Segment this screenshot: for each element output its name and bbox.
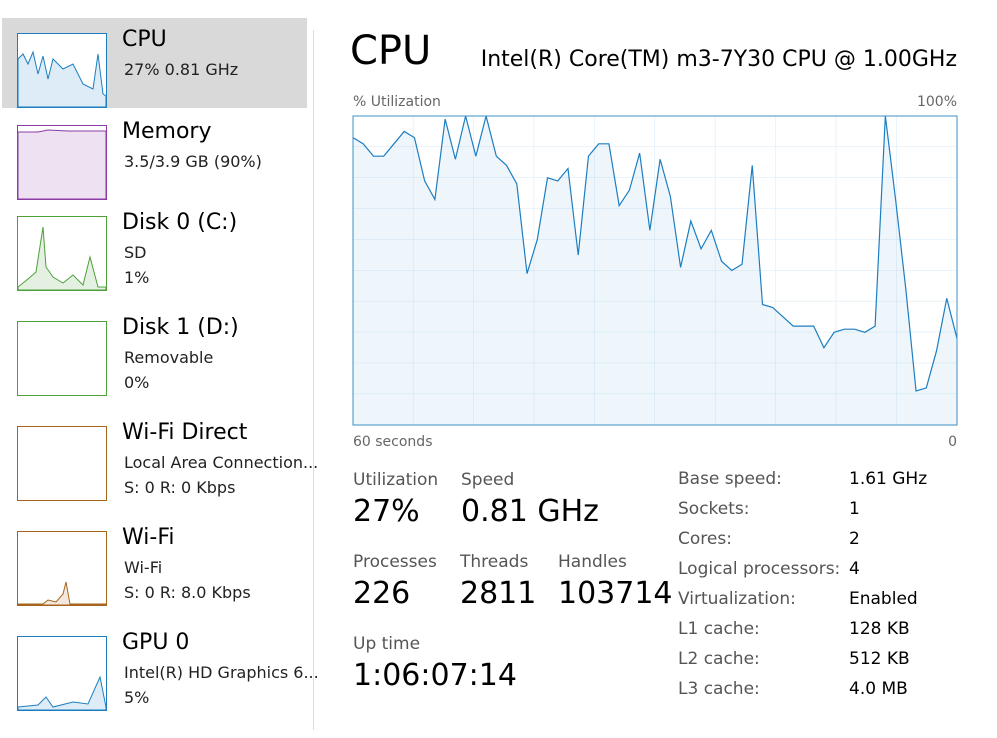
detail-value: 4 — [849, 559, 860, 579]
detail-label: Base speed: — [678, 469, 782, 489]
x-end-label: 0 — [948, 434, 957, 450]
item-line1: Wi-Fi — [124, 558, 163, 577]
thumb-graph — [17, 581, 107, 606]
stat-label: Up time — [353, 634, 421, 654]
item-line2: 0% — [124, 373, 150, 392]
detail-value: 4.0 MB — [849, 679, 908, 699]
item-title: Wi-Fi — [122, 525, 175, 550]
thumb-graph — [17, 675, 107, 711]
detail-label: L1 cache: — [678, 619, 760, 639]
detail-label: L2 cache: — [678, 649, 760, 669]
stat-label: Handles — [558, 552, 627, 572]
divider — [313, 30, 314, 730]
thumb-graph — [17, 50, 107, 108]
stat-value: 27% — [353, 494, 420, 529]
item-line1: SD — [124, 243, 147, 262]
stat-value: 2811 — [460, 576, 537, 611]
stat-label: Processes — [353, 552, 437, 572]
stat-label: Utilization — [353, 470, 439, 490]
graph-border — [352, 115, 958, 426]
cpu-graph: % Utilization 100% 60 seconds 0 — [352, 94, 958, 450]
item-title: Disk 0 (C:) — [122, 210, 238, 235]
detail-value: 512 KB — [849, 649, 910, 669]
item-title: GPU 0 — [122, 630, 190, 655]
stat-label: Speed — [461, 470, 515, 490]
detail-value: 2 — [849, 529, 860, 549]
area — [353, 116, 957, 425]
detail-value: 128 KB — [849, 619, 910, 639]
detail-label: Logical processors: — [678, 559, 841, 579]
stat-value: 103714 — [558, 576, 673, 611]
detail-value: Enabled — [849, 589, 918, 609]
y-tick-label: 100% — [917, 94, 957, 110]
thumbnail — [17, 321, 107, 396]
thumbnail — [17, 125, 107, 200]
thumbnail — [17, 636, 107, 711]
detail-label: Virtualization: — [678, 589, 796, 609]
thumbnail — [17, 33, 107, 108]
stat-value: 226 — [353, 576, 411, 611]
detail-value: 1 — [849, 499, 860, 519]
item-line2: S: 0 R: 0 Kbps — [124, 478, 236, 497]
item-line1: Removable — [124, 348, 214, 367]
thumbnail — [17, 531, 107, 606]
page-title: CPU — [350, 28, 432, 74]
detail-label: Sockets: — [678, 499, 750, 519]
item-title: Wi-Fi Direct — [122, 420, 248, 445]
cpu-model: Intel(R) Core(TM) m3-7Y30 CPU @ 1.00GHz — [480, 47, 957, 72]
thumbnail — [17, 426, 107, 501]
item-title: Disk 1 (D:) — [122, 315, 239, 340]
thumb-graph — [17, 129, 107, 200]
stat-label: Threads — [460, 552, 529, 572]
line — [352, 115, 958, 392]
item-line1: Intel(R) HD Graphics 6... — [124, 663, 319, 682]
item-line2: 5% — [124, 688, 150, 707]
item-line1: Local Area Connection... — [124, 453, 319, 472]
stat-value: 0.81 GHz — [461, 494, 599, 529]
item-title: Memory — [122, 119, 212, 144]
item-line2: 1% — [124, 268, 150, 287]
graph-grid — [353, 116, 957, 425]
item-line1: 27% 0.81 GHz — [124, 60, 239, 79]
y-axis-label: % Utilization — [353, 94, 441, 110]
item-title: CPU — [122, 27, 167, 52]
thumb-graph — [17, 226, 107, 291]
stat-value: 1:06:07:14 — [353, 658, 517, 693]
detail-label: L3 cache: — [678, 679, 760, 699]
item-line1: 3.5/3.9 GB (90%) — [124, 152, 262, 171]
x-start-label: 60 seconds — [353, 434, 433, 450]
item-line2: S: 0 R: 8.0 Kbps — [124, 583, 251, 602]
detail-value: 1.61 GHz — [849, 469, 928, 489]
thumbnail — [17, 216, 107, 291]
detail-label: Cores: — [678, 529, 732, 549]
